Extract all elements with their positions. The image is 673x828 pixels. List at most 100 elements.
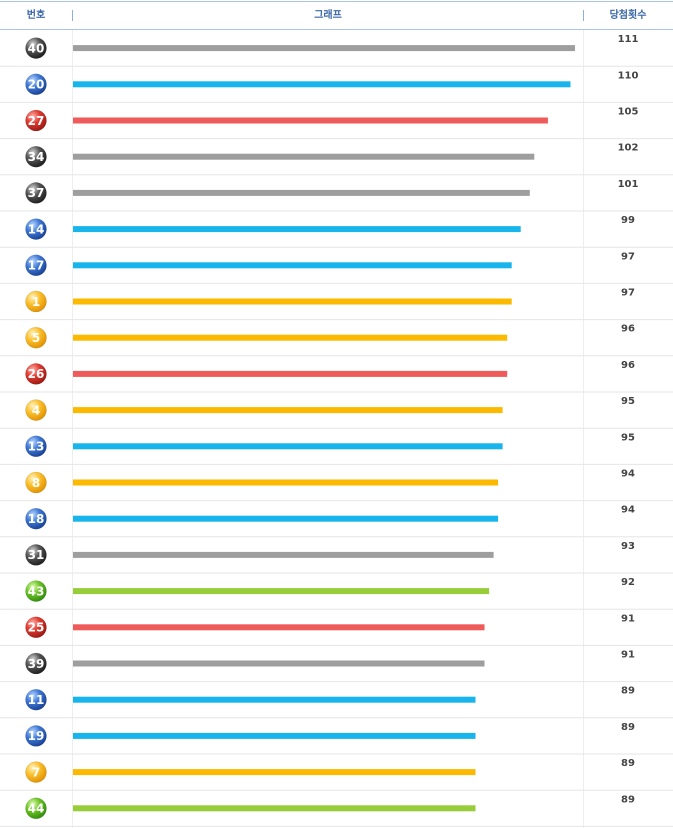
table-row: 8 94 [0, 469, 673, 502]
table-row: 39 91 [0, 650, 673, 683]
count-value: 94 [621, 469, 635, 480]
count-value: 110 [618, 70, 639, 81]
table-row: 44 89 [0, 794, 673, 827]
ball-number-label: 5 [32, 331, 40, 345]
ball-number-label: 19 [28, 729, 45, 743]
ball-number-label: 14 [28, 222, 45, 236]
bar-17 [73, 262, 512, 269]
table-row: 27 105 [0, 107, 673, 140]
table-row: 40 111 [0, 34, 673, 67]
table-row: 43 92 [0, 577, 673, 610]
number-ball-27 [25, 109, 47, 132]
table-row: 34 102 [0, 143, 673, 176]
count-value: 111 [618, 34, 639, 45]
table-row: 11 89 [0, 686, 673, 719]
number-ball-14 [25, 218, 47, 240]
table-row: 5 96 [0, 324, 673, 357]
number-ball-20 [25, 73, 47, 96]
ball-number-label: 1 [32, 295, 40, 309]
table-row: 7 89 [0, 758, 673, 791]
count-value: 95 [621, 396, 635, 407]
table-row: 20 110 [0, 70, 673, 103]
number-ball-40 [25, 37, 47, 59]
count-value: 91 [621, 650, 635, 661]
count-value: 91 [621, 613, 635, 624]
count-value: 89 [621, 794, 635, 805]
table-row: 1 97 [0, 288, 673, 321]
count-value: 95 [621, 432, 635, 443]
ball-number-label: 20 [28, 78, 45, 92]
ball-number-label: 25 [28, 621, 45, 635]
number-ball-4 [25, 399, 47, 421]
count-value: 96 [621, 360, 635, 371]
ball-number-label: 8 [32, 476, 40, 490]
bar-40 [73, 45, 575, 52]
number-ball-8 [25, 471, 47, 494]
ball-number-label: 37 [28, 186, 45, 200]
ball-number-label: 18 [28, 512, 45, 526]
bar-20 [73, 81, 571, 88]
number-ball-34 [25, 145, 47, 168]
number-ball-39 [25, 652, 47, 675]
ball-number-label: 4 [32, 403, 40, 417]
table-row: 14 99 [0, 215, 673, 248]
count-value: 105 [618, 107, 639, 118]
count-value: 99 [621, 215, 635, 226]
table-body: 4011120110271053410237101149917971975962… [0, 34, 673, 827]
bar-27 [73, 117, 548, 124]
bar-18 [73, 515, 499, 522]
number-ball-1 [25, 290, 47, 313]
bar-5 [73, 334, 508, 341]
table-header: 번호 그래프 당첨횟수 [0, 1, 673, 30]
ball-number-label: 44 [28, 802, 45, 816]
count-value: 96 [621, 324, 635, 335]
count-value: 89 [621, 722, 635, 733]
count-value: 93 [621, 541, 635, 552]
number-ball-25 [25, 616, 47, 639]
count-value: 89 [621, 758, 635, 769]
table-row: 26 96 [0, 360, 673, 393]
number-ball-19 [25, 725, 47, 747]
table-row: 13 95 [0, 432, 673, 465]
number-ball-18 [25, 507, 47, 530]
table-row: 25 91 [0, 613, 673, 646]
bar-43 [73, 588, 490, 595]
number-column-header: 번호 [27, 8, 45, 21]
number-ball-44 [25, 797, 47, 820]
bar-34 [73, 153, 535, 160]
number-ball-5 [25, 326, 47, 349]
count-value: 89 [621, 686, 635, 697]
bar-13 [73, 443, 503, 450]
number-ball-7 [25, 761, 47, 783]
bar-19 [73, 732, 476, 739]
bar-31 [73, 551, 494, 558]
table-row: 37 101 [0, 179, 673, 212]
bar-26 [73, 370, 508, 377]
count-column-header: 당첨횟수 [610, 8, 647, 21]
ball-number-label: 7 [32, 765, 40, 779]
table-row: 31 93 [0, 541, 673, 574]
count-value: 97 [621, 288, 635, 299]
ball-number-label: 34 [28, 150, 45, 164]
ball-number-label: 11 [28, 693, 45, 707]
bar-1 [73, 298, 512, 305]
bar-37 [73, 189, 530, 196]
count-value: 102 [618, 143, 639, 154]
ball-number-label: 40 [28, 41, 45, 55]
bar-7 [73, 769, 476, 776]
ball-number-label: 17 [28, 259, 45, 273]
ball-number-label: 39 [28, 657, 45, 671]
number-ball-26 [25, 363, 47, 385]
number-ball-31 [25, 544, 47, 566]
bar-4 [73, 407, 503, 414]
number-ball-43 [25, 580, 47, 602]
bar-11 [73, 696, 476, 703]
table-row: 4 95 [0, 396, 673, 429]
bar-8 [73, 479, 499, 486]
number-ball-11 [25, 688, 47, 711]
number-ball-37 [25, 182, 47, 204]
